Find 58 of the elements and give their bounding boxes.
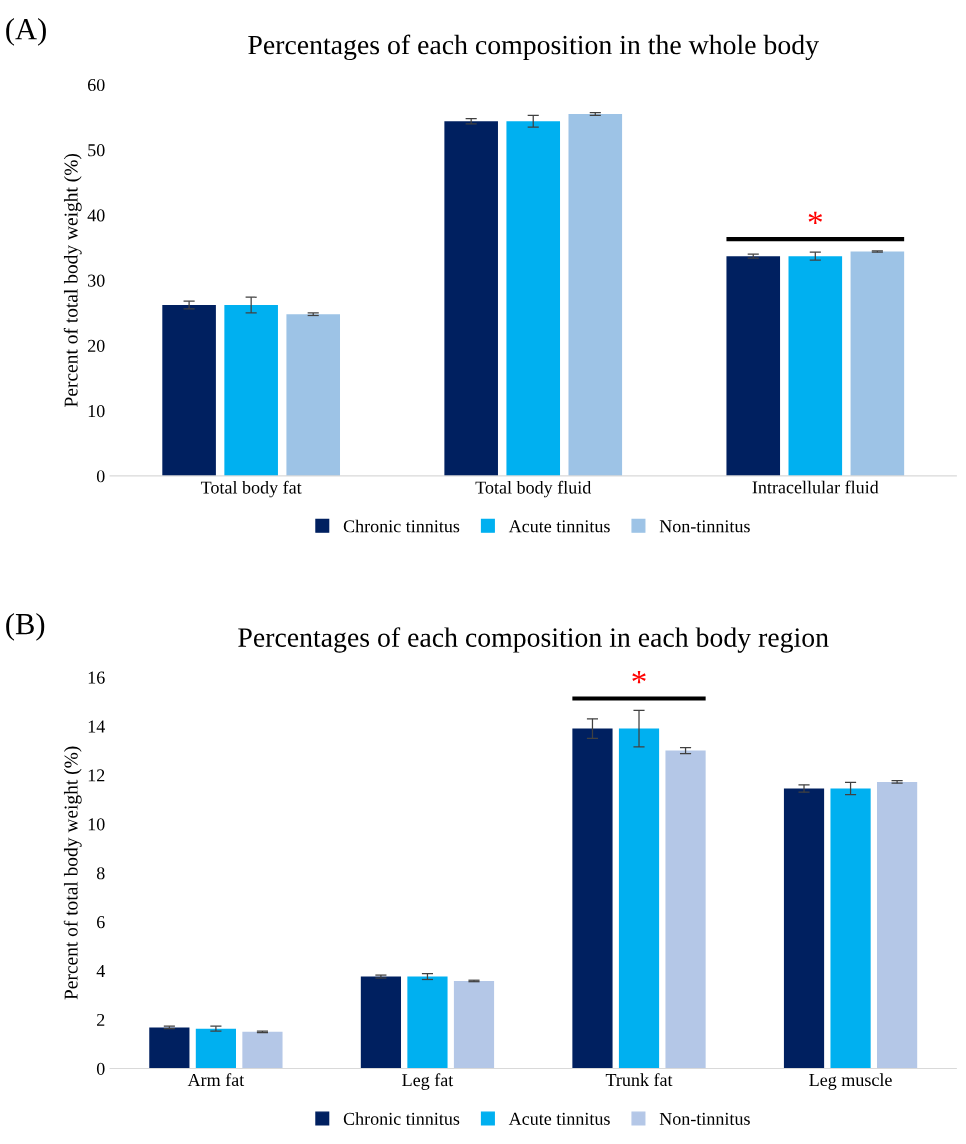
bar bbox=[506, 121, 561, 476]
y-axis-title: Percent of total body weight (%) bbox=[63, 153, 82, 407]
annotation: * bbox=[632, 671, 646, 684]
x-tick-label: Total body fat bbox=[200, 480, 302, 498]
chart-title: Percentages of each composition in each body region bbox=[238, 627, 829, 653]
y-tick-label: 6 bbox=[97, 916, 105, 929]
bar bbox=[444, 121, 498, 476]
bar bbox=[242, 1031, 283, 1069]
bar bbox=[224, 305, 278, 476]
y-tick-label: 50 bbox=[88, 144, 105, 157]
legend-label: Acute tinnitus bbox=[508, 520, 610, 533]
text: (B) bbox=[6, 612, 45, 641]
x-tick-label: Total body fluid bbox=[475, 480, 592, 498]
y-tick-label: 40 bbox=[87, 209, 105, 222]
bar bbox=[788, 256, 843, 476]
bar bbox=[850, 251, 905, 476]
y-tick-label: 14 bbox=[88, 720, 105, 733]
x-tick-label: Leg fat bbox=[402, 1073, 454, 1090]
bar bbox=[568, 114, 623, 476]
bar bbox=[830, 788, 871, 1069]
legend-label: Non-tinnitus bbox=[659, 1112, 750, 1125]
bar bbox=[877, 781, 918, 1069]
y-tick-label: 8 bbox=[96, 867, 105, 880]
y-tick-label: 10 bbox=[88, 818, 105, 831]
x-tick-label: Leg muscle bbox=[809, 1073, 892, 1090]
bar bbox=[572, 728, 613, 1069]
y-tick-label: 12 bbox=[88, 769, 105, 782]
y-tick-label: 20 bbox=[88, 339, 105, 352]
legend-label: Chronic tinnitus bbox=[343, 519, 460, 533]
y-tick-label: 0 bbox=[96, 470, 105, 483]
bar bbox=[618, 728, 660, 1069]
legend-label: Non-tinnitus bbox=[659, 520, 750, 533]
bar bbox=[783, 788, 825, 1069]
y-tick-label: 60 bbox=[87, 78, 105, 92]
legend-label: Chronic tinnitus bbox=[343, 1112, 460, 1125]
y-tick-label: 10 bbox=[88, 404, 105, 418]
bar bbox=[162, 305, 216, 476]
y-axis-title: Percent of total body weight (%) bbox=[63, 746, 82, 1000]
bar bbox=[360, 976, 402, 1069]
bar bbox=[407, 976, 448, 1069]
text: (A) bbox=[6, 18, 46, 46]
bar bbox=[149, 1027, 190, 1069]
bar bbox=[665, 750, 706, 1069]
y-tick-label: 2 bbox=[97, 1013, 105, 1026]
x-tick-label: Arm fat bbox=[187, 1073, 245, 1087]
annotation: * bbox=[808, 211, 823, 224]
x-tick-label: Trunk fat bbox=[605, 1073, 673, 1087]
bar bbox=[286, 314, 341, 476]
bar bbox=[195, 1028, 236, 1069]
y-tick-label: 0 bbox=[96, 1062, 105, 1075]
y-tick-label: 16 bbox=[88, 671, 105, 684]
y-tick-label: 30 bbox=[88, 274, 105, 287]
x-tick-label: Intracellular fluid bbox=[752, 480, 879, 494]
y-tick-label: 4 bbox=[96, 965, 105, 977]
bar bbox=[453, 980, 495, 1069]
legend-label: Acute tinnitus bbox=[508, 1112, 610, 1125]
chart-title: Percentages of each composition in the whole body bbox=[248, 34, 819, 61]
bar bbox=[726, 256, 781, 476]
